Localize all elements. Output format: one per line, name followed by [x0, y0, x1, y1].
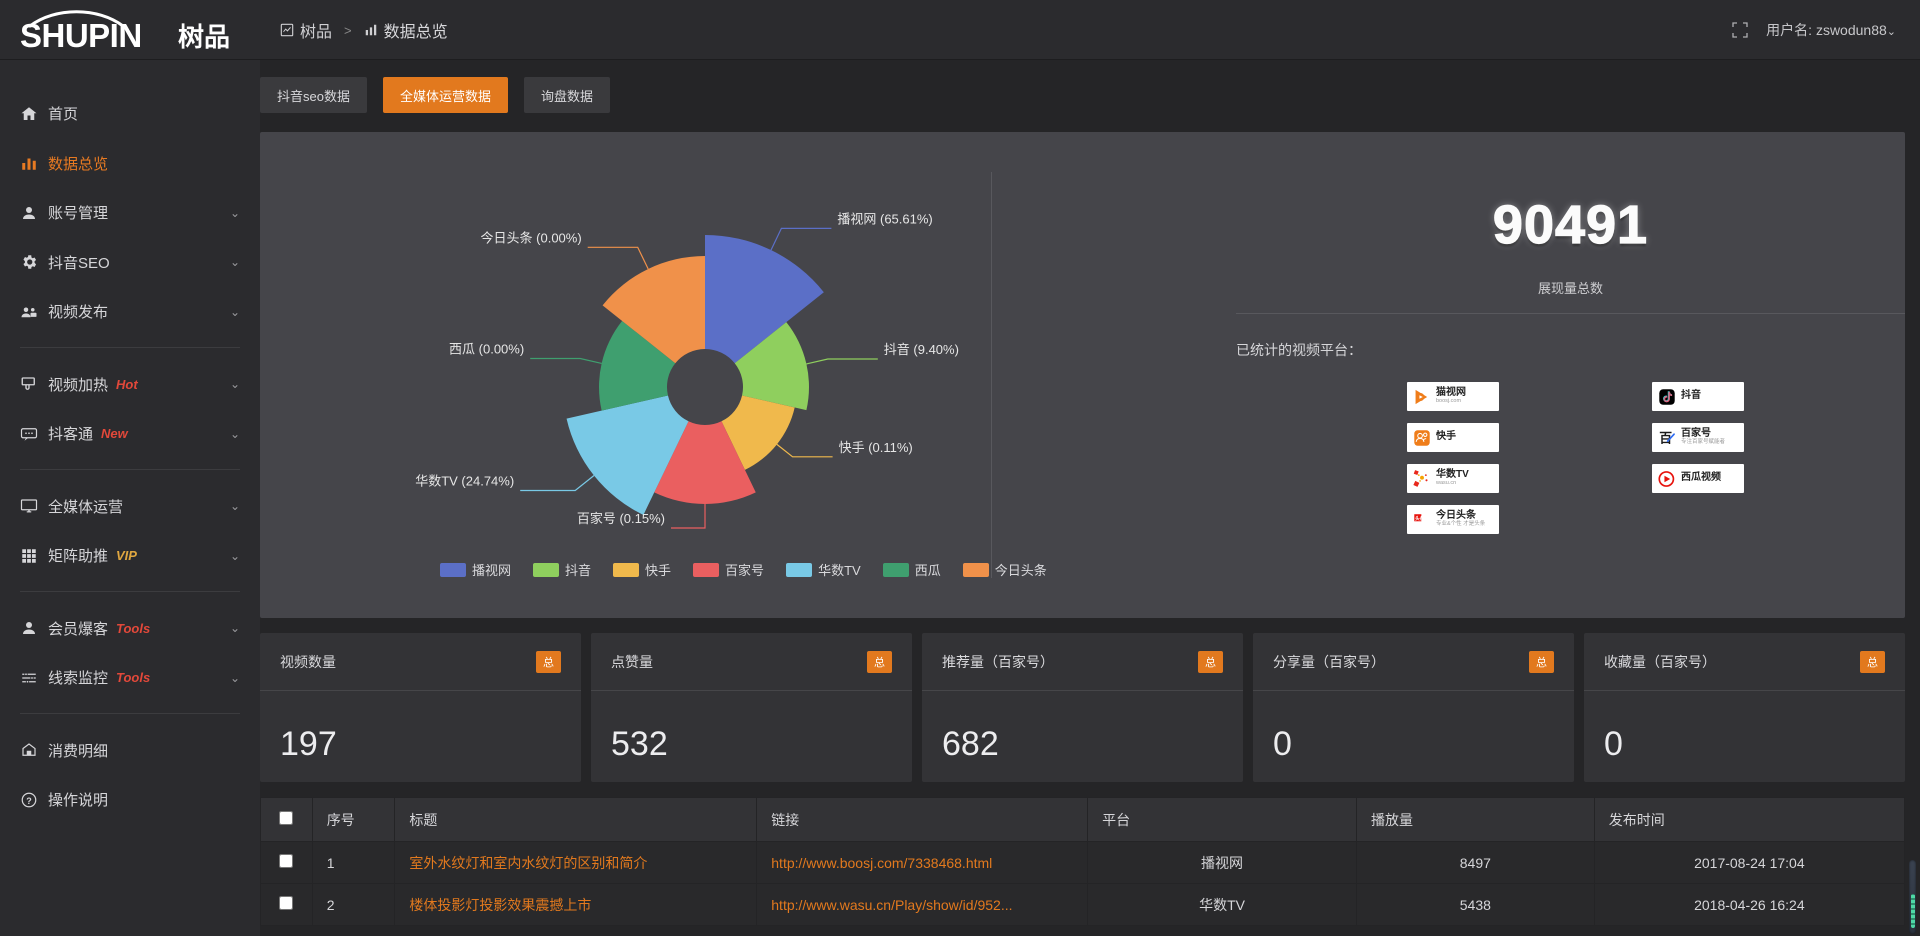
svg-text:快手 (0.11%): 快手 (0.11%) [839, 440, 913, 455]
svg-text:百家号 (0.15%): 百家号 (0.15%) [577, 511, 665, 526]
svg-text:西瓜 (0.00%): 西瓜 (0.00%) [449, 342, 524, 357]
svg-text:抖音 (9.40%): 抖音 (9.40%) [884, 342, 959, 357]
svg-text:播视网 (65.61%): 播视网 (65.61%) [837, 211, 932, 226]
svg-text:SHUPIN: SHUPIN [20, 17, 142, 54]
svg-text:华数TV (24.74%): 华数TV (24.74%) [415, 474, 514, 489]
svg-text:?: ? [26, 795, 32, 805]
svg-text:树品: 树品 [178, 22, 230, 52]
svg-text:今日头条 (0.00%): 今日头条 (0.00%) [481, 230, 582, 245]
svg-text:头条: 头条 [1415, 515, 1425, 522]
